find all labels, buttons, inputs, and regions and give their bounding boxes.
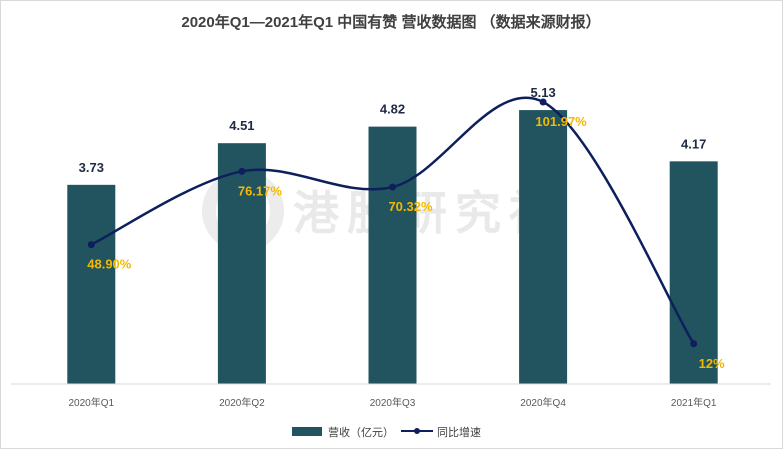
growth-point-1	[87, 241, 95, 249]
bar-value-label-3: 4.82	[380, 102, 405, 117]
bar-series	[67, 110, 718, 384]
growth-point-3	[389, 183, 396, 191]
growth-value-label-2: 76.17%	[238, 183, 283, 198]
growth-line	[90, 96, 695, 345]
legend-bar-label: 营收（亿元）	[328, 425, 394, 439]
growth-point-5	[690, 340, 698, 348]
bar-value-label-2: 4.51	[229, 118, 254, 133]
growth-value-label-3: 70.32%	[388, 199, 433, 214]
x-tick-label-5: 2021年Q1	[671, 396, 717, 409]
x-tick-label-1: 2020年Q1	[69, 396, 115, 409]
chart-title: 2020年Q1—2021年Q1 中国有赞 营收数据图 （数据来源财报）	[181, 13, 600, 31]
line-series	[87, 96, 698, 348]
legend: 营收（亿元） 同比增速	[292, 425, 481, 439]
growth-point-2	[238, 167, 246, 175]
bar-4	[519, 110, 568, 384]
bar-2	[217, 143, 266, 384]
growth-value-label-4: 101.97%	[535, 114, 587, 129]
growth-point-4	[539, 98, 547, 106]
x-axis-ticks: 2020年Q1 2020年Q2 2020年Q3 2020年Q4 2021年Q1	[69, 396, 717, 409]
bar-1	[67, 184, 116, 384]
x-tick-label-2: 2020年Q2	[219, 396, 265, 409]
bar-value-label-4: 5.13	[530, 85, 555, 100]
bar-3	[368, 126, 417, 384]
legend-line-marker	[414, 428, 420, 434]
watermark-text: 港股研究社	[293, 186, 563, 240]
data-labels: 3.73 4.51 4.82 5.13 4.17 48.90% 76.17% 70.32% 10…	[79, 85, 726, 371]
bar-value-label-1: 3.73	[79, 160, 104, 175]
legend-line-label: 同比增速	[437, 425, 481, 439]
bar-5	[669, 161, 718, 384]
bar-value-label-5: 4.17	[681, 136, 706, 151]
growth-value-label-5: 12%	[699, 356, 725, 371]
legend-bar-swatch	[292, 427, 322, 436]
growth-value-label-1: 48.90%	[87, 257, 132, 272]
x-tick-label-4: 2020年Q4	[520, 396, 566, 409]
x-tick-label-3: 2020年Q3	[370, 396, 416, 409]
